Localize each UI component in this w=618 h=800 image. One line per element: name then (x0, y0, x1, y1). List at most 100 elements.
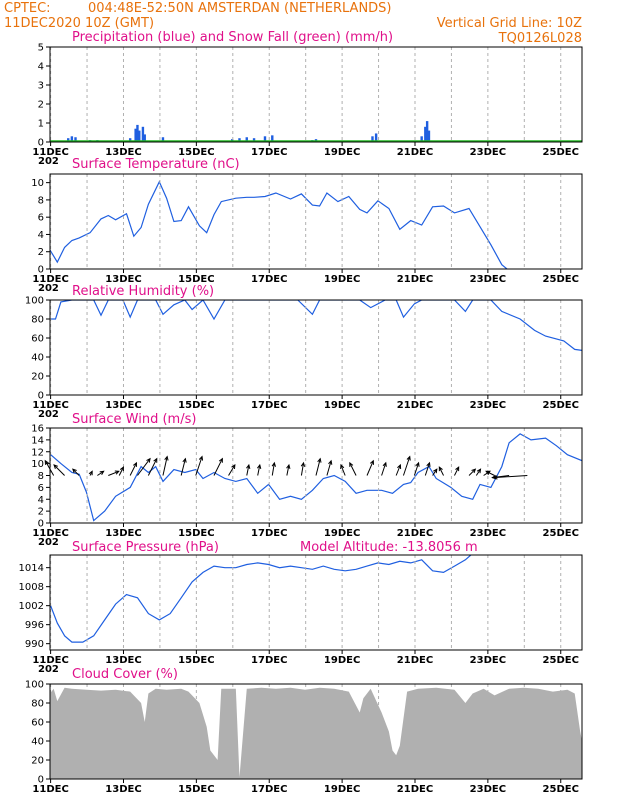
pressure-ytick-label: 1008 (19, 582, 44, 593)
wind-ytick-label: 6 (38, 483, 44, 494)
humidity-ytick-label: 80 (31, 315, 44, 326)
precip-xtick-label: 17DEC (251, 147, 287, 158)
temperature-panel: 0 2 4 6 8 10 11DEC 13DEC 15DEC 17DEC 19DEC 21DEC 23D… (31, 157, 583, 294)
wind-arrow (366, 460, 374, 476)
wind-arrow-head (492, 475, 498, 480)
precip-bar (70, 136, 74, 142)
humidity-line (50, 300, 582, 351)
precip-bar (128, 138, 132, 142)
wind-arrow-head (218, 457, 223, 463)
wind-title: Surface Wind (m/s) (72, 412, 196, 427)
precip-year-fragment: 202 (38, 156, 59, 167)
header-run: 11DEC2020 10Z (GMT) (4, 16, 154, 31)
precip-bar (252, 138, 256, 142)
temperature-ytick-label: 0 (38, 265, 44, 276)
temperature-ytick-label: 2 (38, 247, 44, 258)
pressure-xtick-label: 19DEC (324, 655, 360, 666)
precip-xtick-label: 13DEC (105, 147, 141, 158)
header-source: CPTEC: (4, 1, 51, 16)
pressure-ytick-label: 1002 (19, 601, 44, 612)
precip-ytick-label: 1 (38, 119, 44, 130)
precip-bar (67, 138, 70, 142)
precip-bar (374, 133, 378, 142)
humidity-xtick-label: 21DEC (397, 400, 433, 411)
wind-line (50, 433, 582, 522)
temperature-xtick-label: 17DEC (251, 274, 287, 285)
wind-xtick-label: 17DEC (251, 528, 287, 539)
humidity-xtick-label: 25DEC (543, 400, 579, 411)
precip-bar (424, 126, 427, 142)
wind-arrow (432, 468, 438, 476)
precip-xtick-label: 21DEC (397, 147, 433, 158)
humidity-panel: 0 20 40 60 80 100 11DEC 13DEC 15DEC 17DEC 19DEC 21D… (25, 284, 583, 420)
wind-arrow-head (397, 463, 402, 470)
cloud-ytick-label: 60 (31, 718, 44, 729)
temperature-xtick-label: 11DEC (32, 274, 68, 285)
temperature-line (50, 180, 508, 269)
precip-ytick-label: 4 (38, 62, 44, 73)
wind-arrow-head (198, 455, 204, 461)
cloud-area (50, 687, 582, 779)
wind-xtick-label: 21DEC (397, 528, 433, 539)
wind-arrow-head (455, 466, 460, 472)
humidity-xtick-label: 13DEC (105, 400, 141, 411)
wind-arrow-head (88, 470, 93, 476)
wind-arrow-head (485, 470, 491, 475)
humidity-ytick-label: 60 (31, 334, 44, 345)
precip-bar (138, 130, 141, 142)
wind-arrow-head (44, 459, 49, 465)
cloud-xtick-label: 25DEC (543, 784, 579, 795)
precip-xtick-label: 19DEC (324, 147, 360, 158)
wind-arrow (286, 464, 290, 476)
precip-plot-area (50, 121, 582, 142)
wind-arrow (326, 460, 332, 476)
precip-title: Precipitation (blue) and Snow Fall (gree… (72, 30, 393, 45)
wind-arrow (485, 470, 495, 476)
wind-arrow (118, 466, 124, 476)
humidity-xtick-label: 11DEC (32, 400, 68, 411)
wind-arrow (315, 458, 321, 476)
cloud-xtick-label: 17DEC (251, 784, 287, 795)
wind-arrow (228, 464, 236, 476)
wind-arrow-head (53, 464, 59, 469)
header-location: 004:48E-52:50N AMSTERDAN (NETHERLANDS) (88, 1, 392, 16)
wind-ytick-label: 14 (31, 435, 44, 446)
precip-bar (141, 126, 145, 142)
precip-xtick-label: 23DEC (470, 147, 506, 158)
wind-arrow-head (246, 463, 251, 469)
precip-frame (49, 46, 583, 143)
humidity-ytick-label: 100 (25, 296, 44, 307)
wind-arrow-head (153, 457, 158, 463)
wind-arrow-head (119, 466, 124, 472)
pressure-plot-area (50, 555, 472, 643)
precip-bar (425, 121, 429, 142)
precip-bar (134, 128, 137, 142)
wind-arrow (468, 468, 476, 476)
temperature-xtick-label: 21DEC (397, 274, 433, 285)
wind-arrow (44, 460, 55, 476)
humidity-year-fragment: 202 (38, 409, 59, 420)
wind-arrow-head (369, 459, 374, 465)
wind-arrow (72, 468, 80, 476)
temperature-year-fragment: 202 (38, 283, 59, 294)
header-grid-note: Vertical Grid Line: 10Z (437, 16, 582, 31)
wind-arrow-head (471, 468, 477, 474)
temperature-ytick-label: 4 (38, 230, 44, 241)
wind-arrow-head (476, 468, 482, 474)
pressure-ytick-label: 996 (25, 620, 44, 631)
wind-arrow (180, 458, 186, 476)
wind-arrow (438, 466, 444, 476)
pressure-title: Surface Pressure (hPa) (72, 540, 219, 555)
wind-arrow (493, 475, 528, 479)
pressure-xtick-label: 11DEC (32, 655, 68, 666)
cloud-xtick-label: 11DEC (32, 784, 68, 795)
precip-bar (161, 137, 165, 142)
cloud-ytick-label: 40 (31, 737, 44, 748)
wind-plot-area (50, 433, 582, 522)
temperature-xtick-label: 25DEC (543, 274, 579, 285)
wind-arrow-head (146, 457, 151, 463)
cloud-panel: 0 20 40 60 80 100 11DEC 13DEC 15DEC 17DEC 19DEC 21D… (25, 667, 583, 795)
wind-arrow-head (182, 457, 187, 463)
humidity-plot-area (50, 300, 582, 351)
